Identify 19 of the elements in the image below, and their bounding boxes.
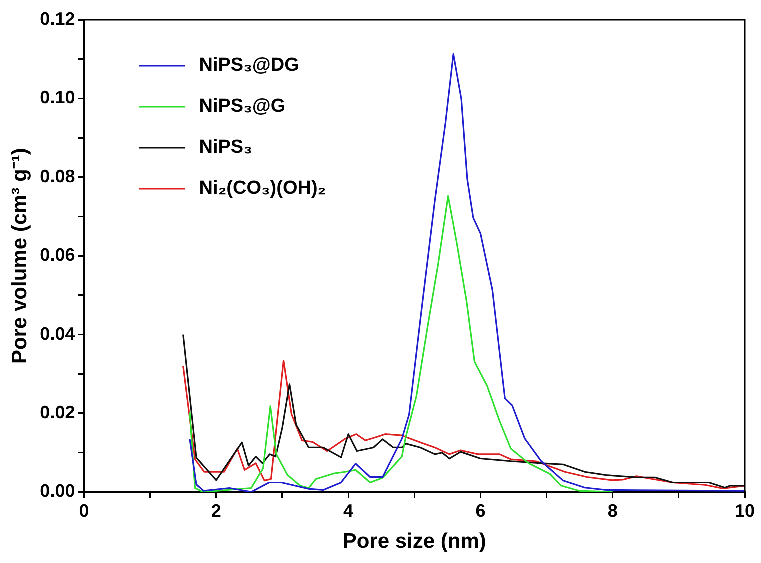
y-tick-label: 0.06 (40, 245, 76, 266)
y-tick-label: 0.12 (40, 8, 76, 29)
x-tick-label: 6 (476, 500, 486, 521)
x-tick-label: 8 (608, 500, 618, 521)
legend-label: Ni₂(CO₃)(OH)₂ (199, 178, 326, 200)
x-tick-label: 2 (211, 500, 222, 521)
x-tick-label: 0 (79, 500, 90, 521)
x-tick-label: 4 (344, 500, 354, 521)
y-tick-label: 0.08 (40, 166, 76, 186)
legend-label: NiPS₃@G (199, 96, 286, 118)
y-axis-title: Pore volume (cm³ g⁻¹) (8, 148, 32, 364)
y-tick-label: 0.00 (40, 481, 76, 502)
legend-label: NiPS₃@DG (199, 55, 300, 76)
y-tick-label: 0.10 (40, 88, 76, 108)
y-tick-label: 0.02 (40, 402, 76, 422)
x-axis-title: Pore size (nm) (342, 530, 486, 554)
x-tick-label: 10 (734, 500, 756, 521)
y-tick-label: 0.04 (40, 324, 76, 344)
legend-label: NiPS₃ (199, 137, 252, 158)
